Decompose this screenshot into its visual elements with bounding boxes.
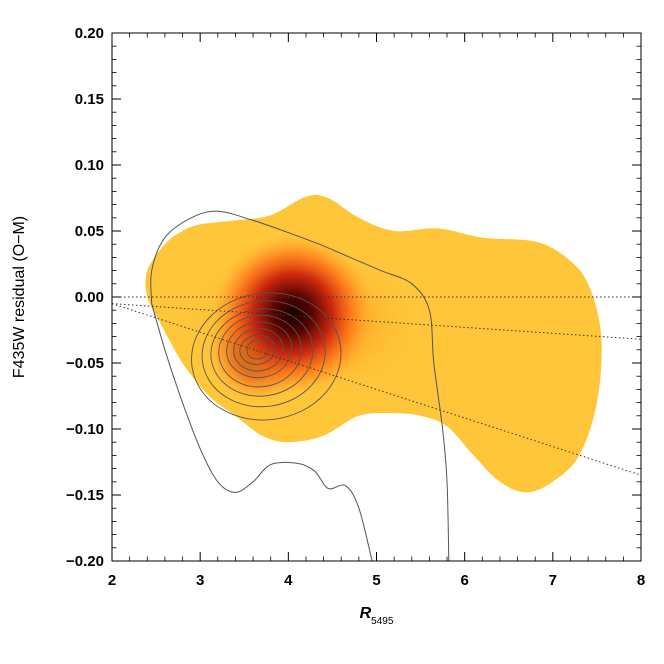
y-tick-label: 0.00 — [75, 289, 104, 306]
reference-line-2 — [112, 303, 641, 340]
contour-ring-5 — [226, 321, 293, 379]
contour-ring-2 — [201, 300, 326, 408]
y-tick-label: −0.05 — [66, 355, 104, 372]
y-tick-label: −0.15 — [66, 487, 104, 504]
outer-contour-line — [150, 210, 450, 561]
x-axis-title: R5495 — [360, 605, 394, 627]
y-tick-label: −0.20 — [66, 553, 104, 570]
y-tick-label: 0.20 — [75, 25, 104, 42]
y-tick-label: −0.10 — [66, 421, 104, 438]
y-tick-label: 0.05 — [75, 223, 104, 240]
x-tick-label: 2 — [108, 572, 116, 589]
density-peak-primary — [213, 234, 373, 394]
x-tick-label: 5 — [372, 572, 380, 589]
x-tick-label: 8 — [637, 572, 645, 589]
contour-ring-7 — [239, 334, 276, 365]
contour-ring-8 — [246, 340, 269, 360]
y-tick-label: 0.15 — [75, 91, 104, 108]
y-axis-title: F435W residual (O−M) — [11, 216, 28, 378]
x-tick-label: 4 — [284, 572, 293, 589]
y-tick-label: 0.10 — [75, 157, 104, 174]
contour-ring-4 — [218, 314, 302, 388]
x-tick-label: 3 — [196, 572, 204, 589]
contour-ring-3 — [210, 308, 314, 397]
contour-ring-1 — [191, 292, 342, 421]
contour-ring-6 — [233, 328, 284, 372]
x-tick-label: 6 — [460, 572, 468, 589]
reference-line-3 — [112, 303, 641, 476]
lower-contour-line — [151, 303, 373, 561]
x-tick-label: 7 — [549, 572, 557, 589]
